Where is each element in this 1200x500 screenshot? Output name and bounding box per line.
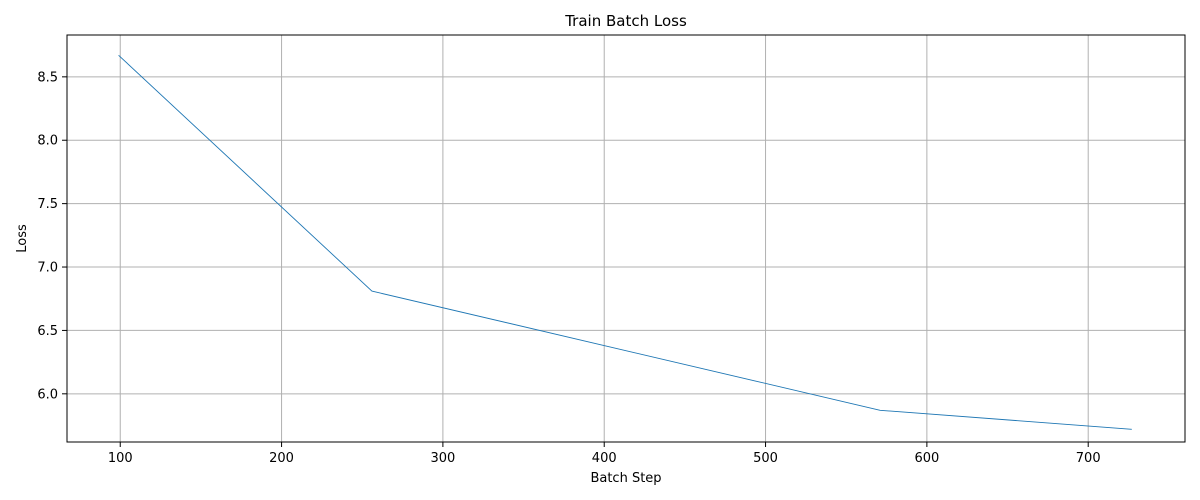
x-tick-label: 500 bbox=[753, 451, 778, 466]
loss-series-line bbox=[118, 54, 1132, 430]
x-axis-label: Batch Step bbox=[590, 471, 661, 486]
y-tick-label: 6.5 bbox=[37, 324, 58, 339]
x-tick-label: 700 bbox=[1076, 451, 1101, 466]
plot-frame bbox=[66, 34, 1186, 443]
y-tick-label: 6.0 bbox=[37, 387, 58, 402]
y-axis-label: Loss bbox=[15, 224, 30, 253]
y-axis: 6.0 6.5 7.0 7.5 8.0 8.5 bbox=[37, 70, 67, 402]
chart-title: Train Batch Loss bbox=[564, 12, 687, 30]
y-tick-label: 7.0 bbox=[37, 261, 58, 276]
series-layer bbox=[118, 54, 1132, 430]
x-tick-label: 200 bbox=[269, 451, 294, 466]
grid bbox=[67, 35, 1185, 442]
x-tick-label: 100 bbox=[108, 451, 133, 466]
y-tick-label: 7.5 bbox=[37, 197, 58, 212]
y-tick-label: 8.0 bbox=[37, 134, 58, 149]
x-tick-label: 600 bbox=[914, 451, 939, 466]
y-tick-label: 8.5 bbox=[37, 70, 58, 85]
x-axis: 100 200 300 400 500 600 700 bbox=[108, 442, 1101, 466]
x-tick-label: 300 bbox=[430, 451, 455, 466]
x-tick-label: 400 bbox=[592, 451, 617, 466]
